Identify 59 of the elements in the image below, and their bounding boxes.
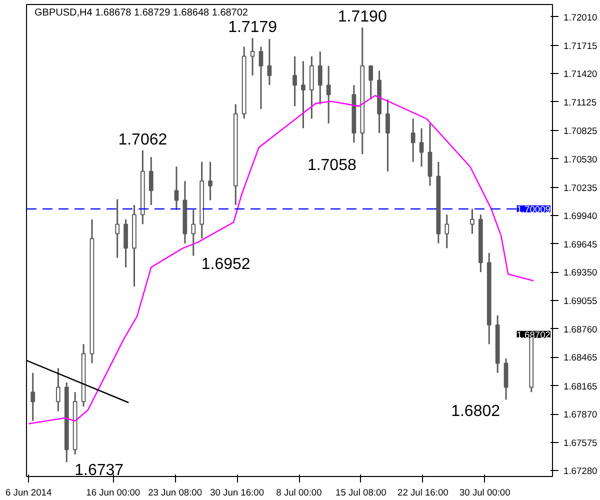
x-tick-label: 16 Jun 00:00 [86, 488, 140, 498]
candlestick [318, 50, 322, 106]
x-tick-label: 8 Jul 00:00 [276, 488, 322, 498]
candlestick [250, 37, 255, 76]
annotation: 1.7058 [307, 157, 356, 174]
y-tick-label: 1.68465 [564, 352, 598, 363]
candlestick [386, 98, 390, 172]
candlestick [470, 208, 474, 235]
y-tick-label: 1.69645 [564, 239, 598, 250]
y-tick-label: 1.67280 [564, 466, 598, 476]
y-tick-label: 1.70825 [564, 126, 598, 136]
candlestick [292, 56, 297, 107]
y-tick-label: 1.67870 [564, 410, 598, 420]
y-tick-label: 1.69940 [564, 211, 598, 222]
candlestick [368, 65, 374, 100]
candlestick [208, 161, 212, 201]
candlestick [309, 56, 314, 120]
candlestick [115, 198, 120, 259]
candlestick [191, 209, 196, 257]
annotation: 1.7062 [118, 131, 168, 148]
candlestick [267, 38, 272, 86]
x-tick-label: 15 Jul 08:00 [336, 488, 386, 498]
annotation: 1.6737 [74, 462, 124, 480]
annotation: 1.7179 [228, 19, 278, 36]
annotation: 1.68702 [516, 330, 551, 340]
y-tick-label: 1.68165 [564, 381, 598, 392]
x-tick-label: 30 Jun 16:00 [210, 488, 264, 498]
candlestick [326, 65, 331, 124]
candlestick [258, 46, 264, 110]
annotation: 1.6802 [451, 402, 500, 420]
candlestick [419, 128, 424, 168]
y-tick-label: 1.67575 [564, 438, 598, 448]
y-tick-label: 1.72010 [564, 12, 598, 22]
x-tick-label: 30 Jul 00:00 [459, 488, 510, 498]
candlestick [301, 60, 306, 130]
chart-title: GBPUSD,H4 1.68678 1.68729 1.68648 1.68702 [34, 8, 248, 18]
candlestick [30, 372, 36, 422]
candlestick [410, 118, 416, 163]
candlestick [504, 358, 508, 400]
x-tick-label: 22 Jul 16:00 [398, 488, 448, 498]
annotation: 1.6952 [201, 256, 250, 273]
candlestick [428, 122, 432, 187]
ref-line-label: 1.70009 [516, 204, 551, 214]
y-tick-label: 1.70530 [564, 154, 598, 164]
y-tick-label: 1.71125 [564, 97, 597, 108]
y-tick-label: 1.71420 [564, 69, 598, 80]
y-tick-label: 1.71715 [564, 40, 598, 51]
y-tick-label: 1.69350 [564, 268, 598, 278]
candlestick [174, 166, 179, 211]
candlestick [148, 156, 154, 206]
candlestick [124, 218, 128, 268]
candlestick [56, 367, 60, 412]
x-tick-label: 6 Jun 2014 [6, 488, 52, 498]
y-tick-label: 1.68760 [564, 324, 598, 334]
candlestick [444, 214, 450, 249]
x-tick-label: 23 Jun 08:00 [148, 488, 202, 498]
y-tick-label: 1.69055 [564, 296, 598, 306]
y-tick-label: 1.70235 [564, 182, 598, 193]
annotation: 1.7190 [338, 8, 387, 26]
